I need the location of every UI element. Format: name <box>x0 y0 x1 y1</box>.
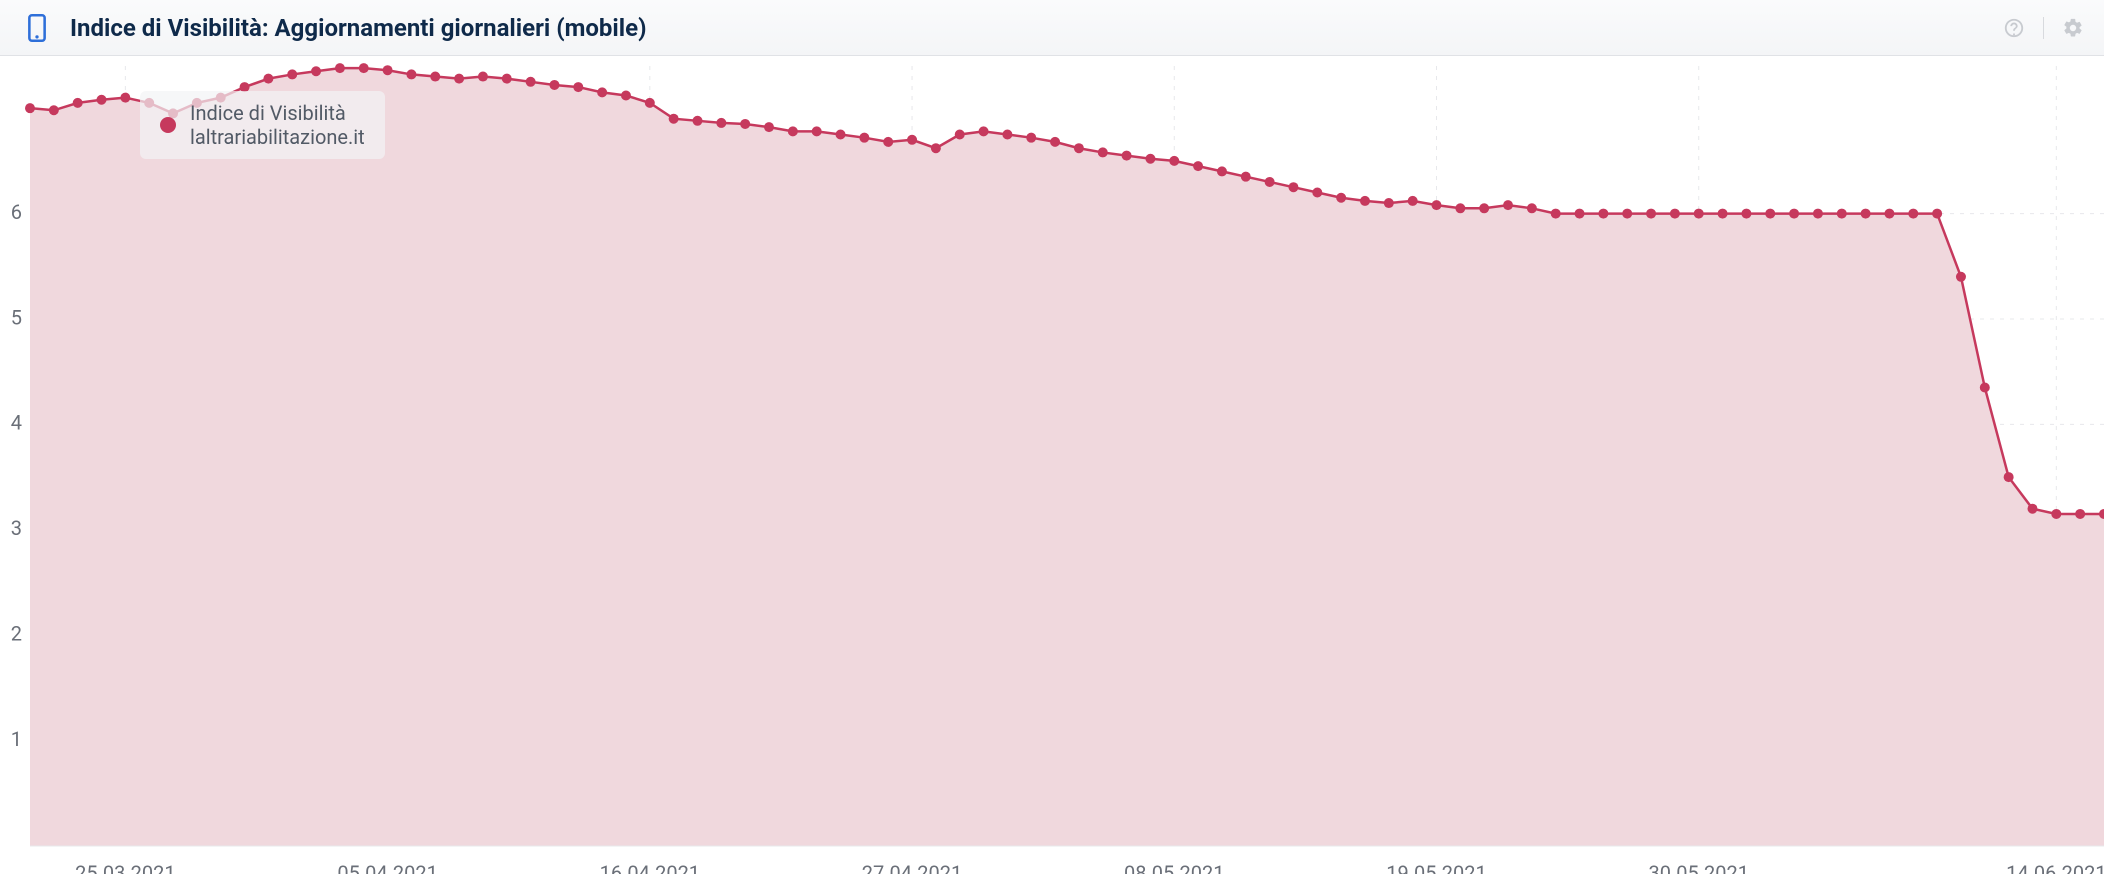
chart-area: 1 2 3 4 5 6 25.03.2021 05.04.2021 16.04.2021 27.0… <box>0 56 2104 874</box>
legend-series-name: Indice di Visibilità <box>190 101 365 125</box>
svg-text:4: 4 <box>11 411 22 435</box>
chart-legend: Indice di Visibilità laltrariabilitazion… <box>140 91 385 159</box>
visibility-panel: Indice di Visibilità: Aggiornamenti gior… <box>0 0 2104 874</box>
svg-text:1: 1 <box>11 727 22 751</box>
legend-domain: laltrariabilitazione.it <box>190 125 365 149</box>
svg-text:30.05.2021: 30.05.2021 <box>1649 861 1749 874</box>
header-actions <box>2003 17 2084 39</box>
svg-text:19.05.2021: 19.05.2021 <box>1386 861 1486 874</box>
svg-text:3: 3 <box>11 516 22 540</box>
legend-swatch <box>160 117 176 133</box>
svg-text:25.03.2021: 25.03.2021 <box>75 861 175 874</box>
header-separator <box>2043 17 2044 39</box>
svg-text:05.04.2021: 05.04.2021 <box>337 861 437 874</box>
svg-text:16.04.2021: 16.04.2021 <box>600 861 700 874</box>
svg-text:08.05.2021: 08.05.2021 <box>1124 861 1224 874</box>
svg-text:2: 2 <box>11 621 22 645</box>
visibility-chart: 1 2 3 4 5 6 25.03.2021 05.04.2021 16.04.2021 27.0… <box>0 56 2104 874</box>
help-icon[interactable] <box>2003 17 2025 39</box>
panel-title: Indice di Visibilità: Aggiornamenti gior… <box>70 14 2003 42</box>
panel-header: Indice di Visibilità: Aggiornamenti gior… <box>0 0 2104 56</box>
svg-text:14.06.2021: 14.06.2021 <box>2006 861 2104 874</box>
legend-text: Indice di Visibilità laltrariabilitazion… <box>190 101 365 149</box>
svg-text:27.04.2021: 27.04.2021 <box>862 861 962 874</box>
svg-text:5: 5 <box>11 305 22 329</box>
svg-text:6: 6 <box>11 200 22 224</box>
gear-icon[interactable] <box>2062 17 2084 39</box>
mobile-icon <box>28 14 46 42</box>
